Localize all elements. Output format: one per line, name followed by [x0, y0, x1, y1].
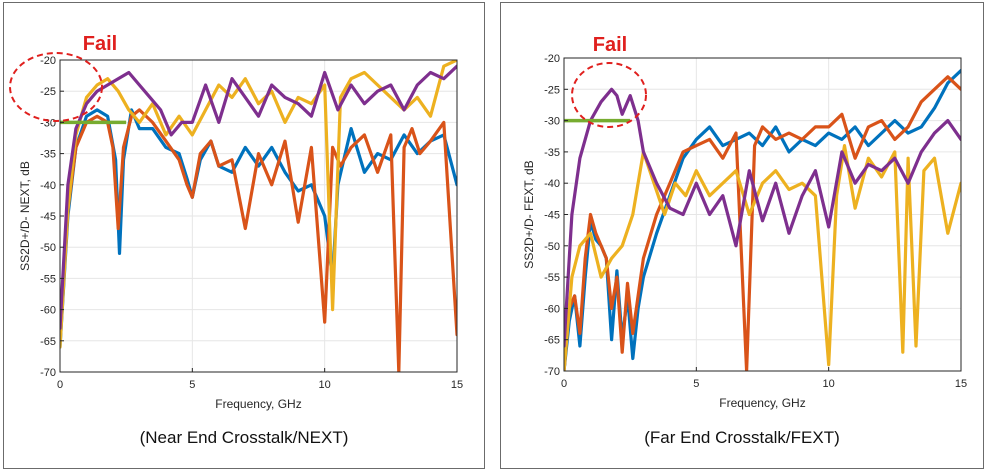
- y-tick-label: -20: [40, 55, 56, 67]
- x-tick-label: 0: [57, 379, 63, 391]
- y-tick-label: -60: [544, 303, 560, 315]
- y-tick-label: -55: [544, 272, 560, 284]
- y-axis-label: SS2D+/D- FEXT, dB: [522, 160, 536, 268]
- y-tick-label: -35: [40, 149, 56, 161]
- y-tick-label: -60: [40, 305, 56, 317]
- y-axis-label: SS2D+/D- NEXT, dB: [18, 161, 32, 271]
- x-tick-label: 5: [189, 379, 195, 391]
- next-chart: 0 5 10 15 -70 -65 -60 -55 -50 -45 -40 -35 -30 -25 -20 F…: [9, 33, 463, 411]
- x-axis-label: Frequency, GHz: [215, 397, 301, 411]
- series-group: [564, 68, 961, 371]
- series-line: [564, 87, 961, 348]
- x-axis-label: Frequency, GHz: [719, 396, 805, 410]
- y-tick-label: -30: [544, 116, 560, 128]
- x-tick-label: 15: [955, 378, 967, 390]
- x-tick-label: 5: [693, 378, 699, 390]
- near-end-crosstalk-panel: 0 5 10 15 -70 -65 -60 -55 -50 -45 -40 -35 -30 -25 -20 F…: [3, 2, 485, 469]
- fail-region-marker: [571, 62, 647, 128]
- series-line: [60, 60, 457, 349]
- x-tick-label: 0: [561, 378, 567, 390]
- y-tick-label: -45: [40, 211, 56, 223]
- y-tick-label: -35: [544, 147, 560, 159]
- fail-region-marker: [9, 52, 103, 122]
- y-tick-label: -50: [40, 242, 56, 254]
- y-tick-label: -30: [40, 117, 56, 129]
- y-tick-label: -65: [40, 336, 56, 348]
- y-tick-label: -40: [40, 180, 56, 192]
- y-tick-label: -45: [544, 210, 560, 222]
- fail-annotation: Fail: [83, 33, 117, 55]
- y-tick-label: -25: [544, 84, 560, 96]
- series-line: [564, 144, 961, 371]
- fail-annotation: Fail: [593, 34, 627, 56]
- series-group: [60, 60, 457, 372]
- y-tick-label: -70: [40, 367, 56, 379]
- y-tick-label: -40: [544, 178, 560, 190]
- fext-chart: 0 5 10 15 -70 -65 -60 -55 -50 -45 -40 -35 -30 -25 -20 F…: [522, 34, 967, 410]
- y-tick-label: -70: [544, 366, 560, 378]
- y-tick-label: -50: [544, 241, 560, 253]
- series-line: [564, 75, 961, 371]
- series-line: [60, 64, 457, 330]
- y-tick-label: -20: [544, 53, 560, 65]
- far-end-crosstalk-panel: 0 5 10 15 -70 -65 -60 -55 -50 -45 -40 -35 -30 -25 -20 F…: [500, 2, 984, 469]
- y-tick-label: -65: [544, 335, 560, 347]
- chart-caption: (Near End Crosstalk/NEXT): [139, 428, 349, 447]
- x-tick-label: 10: [823, 378, 835, 390]
- series-line: [60, 108, 457, 372]
- y-tick-label: -25: [40, 86, 56, 98]
- y-tick-label: -55: [40, 273, 56, 285]
- x-tick-label: 10: [319, 379, 331, 391]
- chart-caption: (Far End Crosstalk/FEXT): [644, 428, 840, 447]
- x-tick-label: 15: [451, 379, 463, 391]
